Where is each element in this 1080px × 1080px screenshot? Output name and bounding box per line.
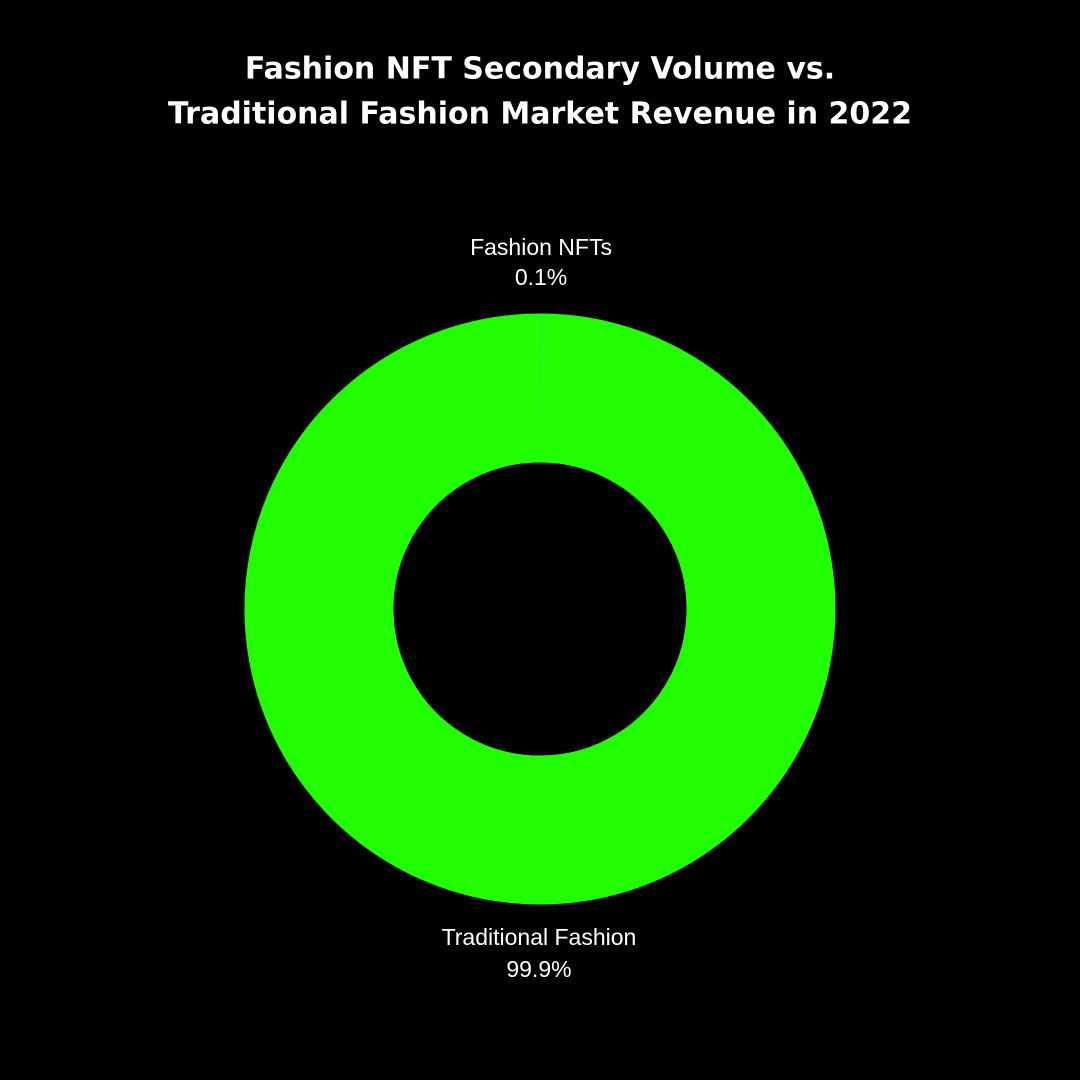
slice-label: Fashion NFTs: [470, 234, 612, 260]
slice-value-label: 0.1%: [515, 264, 567, 290]
donut-slice: [244, 313, 836, 905]
chart-title: Traditional Fashion Market Revenue in 20…: [168, 97, 912, 132]
slice-label: Traditional Fashion: [442, 924, 637, 950]
slice-value-label: 99.9%: [506, 956, 571, 982]
chart-title: Fashion NFT Secondary Volume vs.: [245, 52, 835, 87]
